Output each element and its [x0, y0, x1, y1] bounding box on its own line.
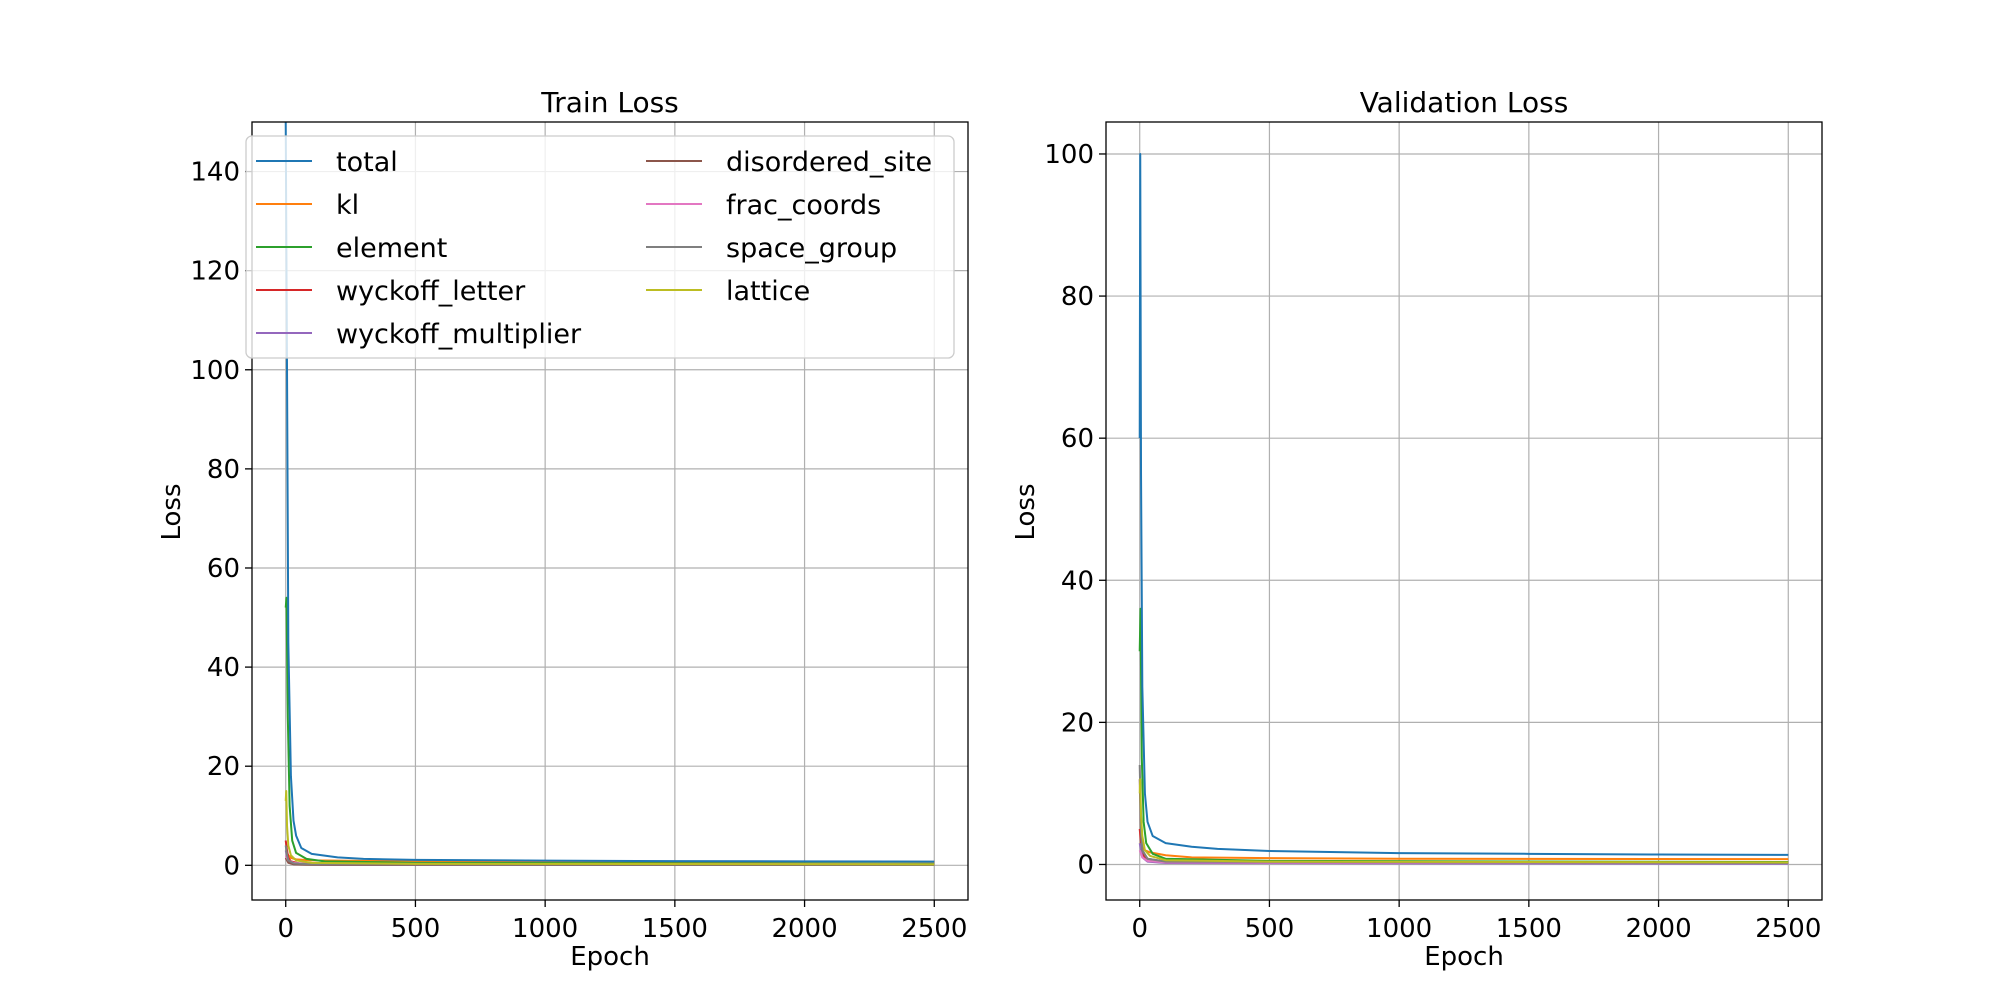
y-tick-label: 40: [207, 653, 240, 683]
chart-title: Train Loss: [540, 86, 679, 119]
series-group: [1138, 152, 1789, 865]
y-tick-label: 80: [207, 455, 240, 485]
x-tick-label: 500: [391, 914, 441, 944]
x-tick-label: 1000: [512, 914, 578, 944]
x-tick-label: 2500: [1755, 914, 1821, 944]
legend-item: kl: [256, 190, 359, 221]
series-line-total: [284, 122, 935, 863]
legend-label: frac_coords: [726, 190, 881, 221]
y-axis-label: Loss: [1011, 483, 1041, 540]
series-group: [284, 122, 935, 867]
legend-item: total: [256, 147, 398, 178]
y-axis-label: Loss: [157, 483, 187, 540]
legend-item: space_group: [646, 233, 897, 264]
series-line-lattice: [284, 789, 935, 866]
legend-label: disordered_site: [726, 147, 932, 178]
axes-frame: [251, 121, 969, 901]
y-tick-label: 0: [223, 851, 240, 881]
series-line-lattice: [1138, 778, 1789, 864]
validation-loss-chart: 0 500 1000 1500 2000 2500 0 20 40 60 80 100 Validat…: [1011, 86, 1823, 972]
y-tick-label: 40: [1061, 566, 1094, 596]
legend-label: element: [336, 233, 447, 264]
y-tick-label: 20: [1061, 708, 1094, 738]
x-tick-label: 0: [1131, 914, 1148, 944]
x-tick-label: 2000: [1625, 914, 1691, 944]
legend: total kl element wyckoff_letter wyckoff_mult…: [245, 135, 955, 359]
legend-item: frac_coords: [646, 190, 881, 221]
y-tick-label: 100: [190, 356, 240, 386]
legend-label: lattice: [726, 276, 810, 307]
legend-item: wyckoff_multiplier: [256, 319, 582, 350]
legend-item: element: [256, 233, 447, 264]
x-tick-label: 1000: [1366, 914, 1432, 944]
legend-label: wyckoff_letter: [336, 276, 526, 307]
legend-item: wyckoff_letter: [256, 276, 526, 307]
legend-item: lattice: [646, 276, 810, 307]
y-tick-label: 20: [207, 752, 240, 782]
x-tick-label: 2000: [771, 914, 837, 944]
x-tick-label: 2500: [901, 914, 967, 944]
x-tick-label: 1500: [642, 914, 708, 944]
axes-frame: [1105, 121, 1823, 901]
x-tick-label: 500: [1245, 914, 1295, 944]
legend-label: kl: [336, 190, 359, 221]
y-tick-label: 120: [190, 257, 240, 287]
plot-area: 0 500 1000 1500 2000 2500 0 20 40 60 80 100: [1044, 121, 1823, 944]
x-axis-label: Epoch: [1424, 942, 1504, 972]
y-tick-label: 140: [190, 158, 240, 188]
y-tick-label: 60: [1061, 424, 1094, 454]
train-loss-chart: 0 500 1000 1500 2000 2500 0 20 40 60 80 100 120 140 T…: [157, 86, 969, 972]
x-tick-label: 0: [277, 914, 294, 944]
y-tick-label: 0: [1077, 850, 1094, 880]
y-tick-label: 60: [207, 554, 240, 584]
series-line-element: [284, 596, 935, 865]
chart-title: Validation Loss: [1360, 86, 1569, 119]
y-tick-label: 80: [1061, 282, 1094, 312]
legend-box: [245, 135, 955, 359]
x-axis-label: Epoch: [570, 942, 650, 972]
legend-label: space_group: [726, 233, 897, 264]
y-tick-label: 100: [1044, 140, 1094, 170]
x-tick-label: 1500: [1496, 914, 1562, 944]
legend-label: wyckoff_multiplier: [336, 319, 582, 350]
plot-background: [1106, 122, 1822, 900]
legend-label: total: [336, 147, 398, 178]
series-line-total: [1138, 152, 1789, 856]
legend-item: disordered_site: [646, 147, 932, 178]
